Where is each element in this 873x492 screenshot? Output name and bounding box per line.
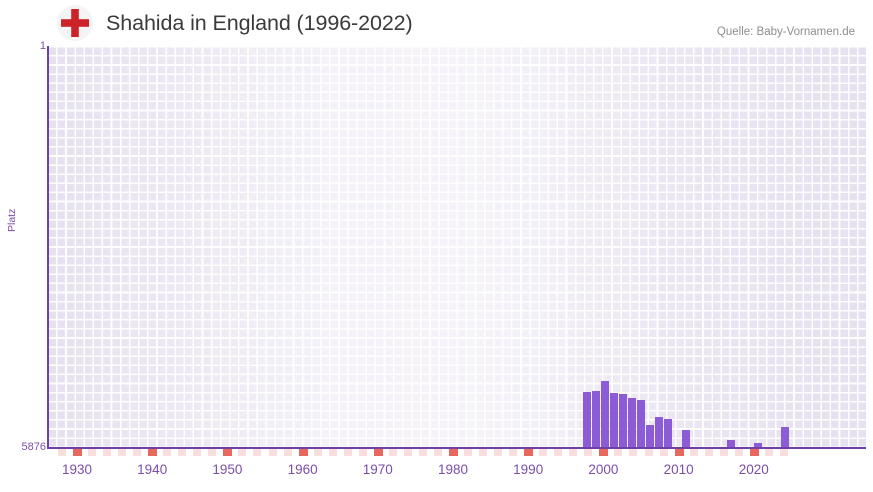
x-tick-minor-2006 <box>644 449 653 456</box>
x-axis-label-1950: 1950 <box>212 462 243 477</box>
x-tick-minor-1936 <box>118 449 127 456</box>
x-tick-minor-1972 <box>388 449 397 456</box>
x-axis-label-1960: 1960 <box>287 462 318 477</box>
x-tick-minor-1988 <box>509 449 518 456</box>
x-tick-minor-1942 <box>163 449 172 456</box>
x-tick-minor-1964 <box>328 449 337 456</box>
x-tick-major-1930 <box>73 449 82 456</box>
x-tick-minor-1948 <box>208 449 217 456</box>
source-attribution: Quelle: Baby-Vornamen.de <box>716 26 855 38</box>
x-tick-minor-1996 <box>569 449 578 456</box>
x-tick-minor-2004 <box>629 449 638 456</box>
x-tick-minor-1994 <box>554 449 563 456</box>
bar-2018 <box>781 427 789 449</box>
bar-2012 <box>727 440 735 449</box>
y-axis-bottom-label: 5876 <box>21 441 46 453</box>
x-tick-minor-1932 <box>88 449 97 456</box>
x-tick-minor-1946 <box>193 449 202 456</box>
bar-1999 <box>610 393 618 449</box>
x-tick-minor-2012 <box>689 449 698 456</box>
x-axis-label-1980: 1980 <box>437 462 469 477</box>
x-tick-minor-2014 <box>704 449 713 456</box>
plot-gridlines <box>47 46 866 449</box>
x-tick-minor-1954 <box>253 449 262 456</box>
bar-2001 <box>628 398 636 449</box>
bar-2003 <box>646 425 654 449</box>
x-axis-label-2020: 2020 <box>738 462 769 477</box>
x-tick-major-2000 <box>599 449 609 456</box>
x-tick-major-1960 <box>298 449 308 456</box>
x-tick-minor-2022 <box>764 449 773 456</box>
x-axis-label-2010: 2010 <box>663 462 694 477</box>
x-tick-minor-1982 <box>464 449 473 456</box>
x-tick-minor-1992 <box>539 449 548 456</box>
x-tick-major-1940 <box>148 449 158 456</box>
x-axis-label-1970: 1970 <box>362 462 393 477</box>
x-tick-minor-1966 <box>343 449 352 456</box>
x-tick-minor-1934 <box>103 449 112 456</box>
x-tick-minor-1928 <box>57 449 66 456</box>
x-tick-minor-1998 <box>584 449 593 456</box>
x-tick-minor-1976 <box>418 449 427 456</box>
bar-2004 <box>655 417 663 449</box>
x-tick-major-2010 <box>674 449 684 456</box>
england-flag-icon <box>57 5 93 41</box>
x-axis-labels: 1930 1940 1950 1960 1970 1980 1990 2000 2010 2020 <box>47 462 866 484</box>
page-title: Shahida in England (1996-2022) <box>106 11 413 35</box>
x-tick-minor-2002 <box>614 449 623 456</box>
x-tick-minor-2024 <box>779 449 788 456</box>
chart-plot-area <box>47 46 866 449</box>
x-tick-minor-1956 <box>268 449 277 456</box>
x-tick-minor-1952 <box>238 449 247 456</box>
x-axis-label-1940: 1940 <box>137 462 168 477</box>
x-tick-major-1970 <box>373 449 383 456</box>
x-tick-minor-1958 <box>283 449 292 456</box>
y-axis-top-label: 1 <box>39 40 46 52</box>
x-axis-line <box>47 447 866 449</box>
bar-1998 <box>601 381 609 449</box>
bar-1996 <box>583 392 591 449</box>
x-tick-minor-1978 <box>433 449 442 456</box>
bar-2007 <box>682 430 690 449</box>
x-tick-minor-1984 <box>479 449 488 456</box>
chart-header: Shahida in England (1996-2022) Quelle: B… <box>0 0 873 46</box>
x-tick-minor-1938 <box>133 449 142 456</box>
x-tick-minor-1944 <box>178 449 187 456</box>
x-tick-major-2020 <box>749 449 759 456</box>
y-axis-line <box>47 46 49 449</box>
x-tick-minor-1962 <box>313 449 322 456</box>
bar-1997 <box>592 391 600 449</box>
x-tick-minor-2008 <box>659 449 668 456</box>
bar-2000 <box>619 394 627 449</box>
x-tick-major-1950 <box>223 449 233 456</box>
x-tick-minor-2016 <box>719 449 728 456</box>
x-tick-minor-1974 <box>403 449 412 456</box>
x-tick-major-1990 <box>524 449 534 456</box>
bar-2002 <box>637 400 645 449</box>
bar-2005 <box>664 419 672 449</box>
x-tick-minor-2018 <box>734 449 743 456</box>
x-axis-label-2000: 2000 <box>588 462 619 477</box>
y-axis-title: Platz <box>6 208 18 232</box>
bar-series <box>47 46 866 449</box>
x-tick-minor-1986 <box>494 449 503 456</box>
x-axis-label-1990: 1990 <box>513 462 544 477</box>
x-axis-ticks <box>47 449 866 456</box>
bar-2015 <box>754 443 762 449</box>
x-tick-major-1980 <box>449 449 458 456</box>
x-axis-label-1930: 1930 <box>61 462 93 477</box>
x-tick-minor-1968 <box>358 449 367 456</box>
